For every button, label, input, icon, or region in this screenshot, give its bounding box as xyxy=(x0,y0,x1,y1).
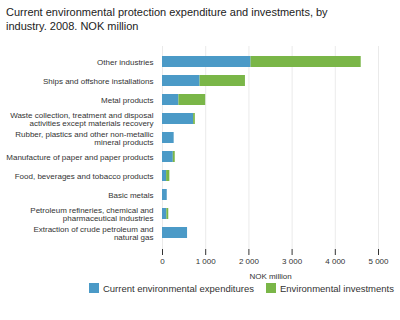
html-text:Current environmental expendit: Current environmental expenditures xyxy=(102,282,254,294)
svg-text:Ships and offshore installatio: Ships and offshore installations xyxy=(43,76,154,85)
svg-text:0: 0 xyxy=(160,257,165,266)
svg-text:Manufacture of paper and paper: Manufacture of paper and paper products xyxy=(6,152,153,161)
svg-text:Petroleum refineries, chemical: Petroleum refineries, chemical andpharma… xyxy=(30,205,153,222)
svg-text:NOK million: NOK million xyxy=(249,271,291,280)
svg-text:Basic metals: Basic metals xyxy=(108,190,153,199)
svg-text:Rubber, plastics and other non: Rubber, plastics and other non-metallicm… xyxy=(15,129,153,146)
svg-text:5 000: 5 000 xyxy=(368,257,389,266)
svg-text:4 000: 4 000 xyxy=(325,257,346,266)
svg-text:2 000: 2 000 xyxy=(239,257,260,266)
svg-text:Metal products: Metal products xyxy=(101,95,153,104)
svg-text:3 000: 3 000 xyxy=(282,257,303,266)
html-text:Environmental investments: Environmental investments xyxy=(279,282,394,294)
svg-text:Extraction of crude petroleum: Extraction of crude petroleum andnatural… xyxy=(33,224,153,241)
html-text:Current environmental protecti: Current environmental protection expendi… xyxy=(6,6,328,33)
svg-text:1 000: 1 000 xyxy=(196,257,217,266)
svg-text:Food, beverages and tobacco pr: Food, beverages and tobacco products xyxy=(15,171,154,180)
svg-text:Waste collection, treatment an: Waste collection, treatment and disposal… xyxy=(10,110,154,127)
svg-text:Other industries: Other industries xyxy=(97,57,153,66)
